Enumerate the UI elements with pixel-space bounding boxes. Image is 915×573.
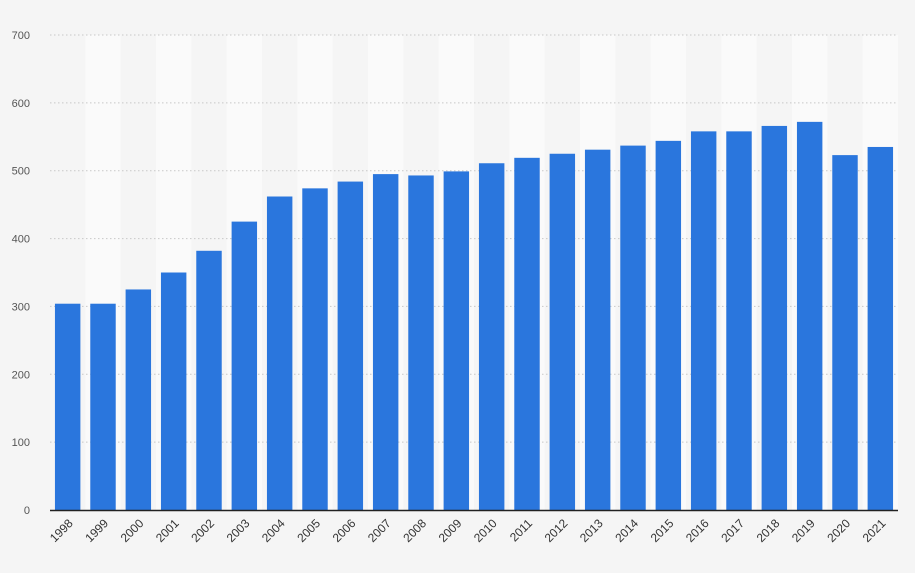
y-tick-label: 600 [12, 98, 30, 110]
bar-2011[interactable] [514, 157, 540, 510]
bar-2008[interactable] [408, 175, 434, 510]
bar-2015[interactable] [655, 140, 682, 511]
x-tick-label: 2014 [612, 516, 641, 545]
bar-2013[interactable] [584, 149, 611, 510]
x-tick-label: 2007 [365, 516, 394, 545]
y-tick-label: 100 [12, 437, 30, 449]
x-tick-label: 2002 [188, 516, 217, 545]
bar-2018[interactable] [761, 125, 788, 511]
x-tick-label: 2006 [330, 516, 359, 545]
bar-2002[interactable] [196, 250, 222, 511]
x-tick-label: 2005 [294, 516, 323, 545]
bar-2009[interactable] [443, 171, 470, 510]
x-tick-label: 2008 [400, 516, 429, 545]
x-tick-label: 2019 [789, 516, 818, 545]
x-tick-label: 2020 [824, 516, 853, 545]
y-tick-label: 400 [12, 234, 30, 246]
x-tick-label: 2000 [118, 516, 147, 545]
bar-2007[interactable] [372, 174, 399, 511]
bar-2016[interactable] [690, 131, 717, 511]
bar-2003[interactable] [231, 221, 258, 511]
y-tick-label: 0 [24, 505, 30, 517]
x-tick-label: 2012 [542, 516, 571, 545]
bar-2000[interactable] [125, 289, 152, 510]
gridlines [50, 34, 898, 443]
bar-2012[interactable] [549, 153, 576, 510]
x-tick-label: 1998 [47, 516, 76, 545]
x-tick-label: 2011 [507, 516, 535, 544]
bar-2020[interactable] [832, 155, 858, 511]
bar-2021[interactable] [867, 146, 894, 510]
bars [54, 121, 894, 511]
y-tick-label: 500 [12, 166, 30, 178]
x-axis-tick-labels: 1998 1999 2000 2001 2002 2003 2004 2005 2006 2007… [47, 516, 889, 545]
x-tick-label: 1999 [82, 516, 111, 545]
x-tick-label: 2003 [224, 516, 253, 545]
bar-2019[interactable] [796, 121, 823, 511]
x-tick-label: 2010 [471, 516, 500, 545]
x-tick-label: 2021 [860, 516, 889, 545]
bar-2010[interactable] [478, 163, 505, 510]
y-tick-label: 300 [12, 301, 30, 313]
x-tick-label: 2013 [577, 516, 606, 545]
y-tick-label: 200 [12, 369, 30, 381]
bar-2004[interactable] [266, 196, 293, 511]
x-tick-label: 2018 [754, 516, 783, 545]
bar-2017[interactable] [726, 131, 752, 511]
bar-2001[interactable] [160, 272, 187, 511]
y-tick-label: 700 [12, 30, 30, 42]
bar-1998[interactable] [54, 303, 81, 510]
x-tick-label: 2004 [259, 516, 288, 545]
x-tick-label: 2015 [648, 516, 677, 545]
x-tick-label: 2009 [436, 516, 465, 545]
x-tick-label: 2017 [718, 516, 747, 545]
y-axis-tick-labels: 0 100 200 300 400 500 600 700 [12, 30, 30, 517]
bar-2005[interactable] [302, 188, 328, 511]
x-tick-label: 2001 [153, 516, 182, 545]
bar-1999[interactable] [90, 303, 116, 510]
bar-2014[interactable] [620, 145, 646, 511]
x-tick-label: 2016 [683, 516, 712, 545]
bar-2006[interactable] [337, 181, 364, 510]
